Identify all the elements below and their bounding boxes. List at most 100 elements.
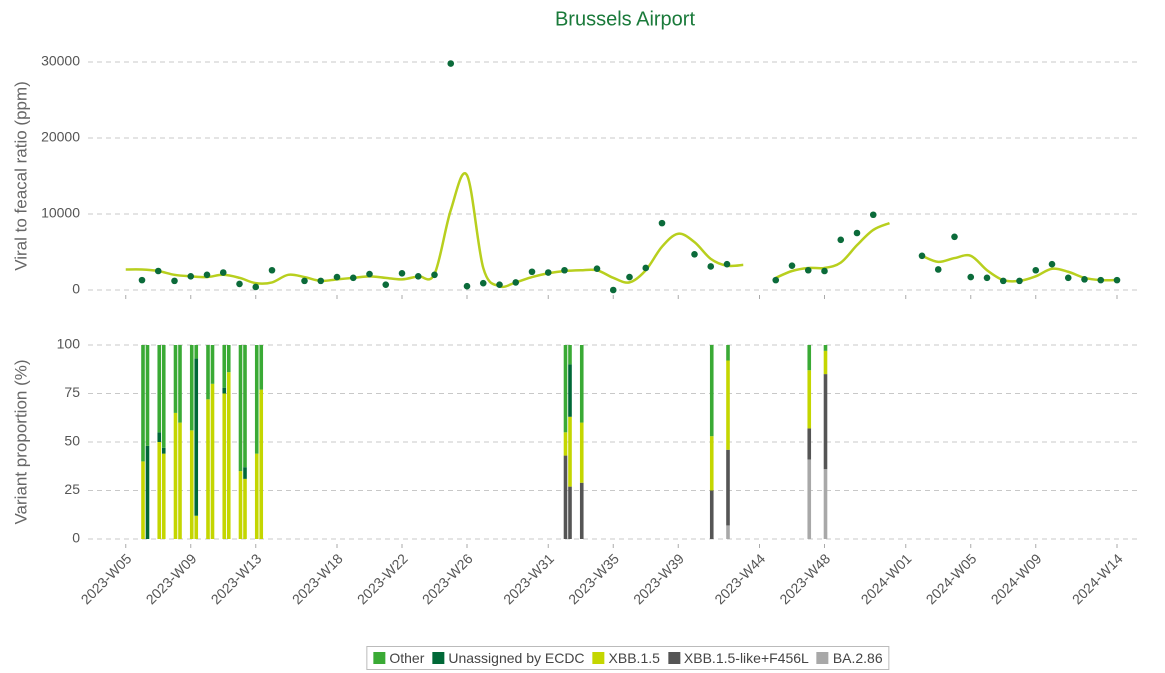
legend: Other Unassigned by ECDC XBB.1.5 XBB.1.5-li… <box>366 646 890 670</box>
data-point <box>918 252 926 260</box>
x-tick-label: 2023-W35 <box>565 550 622 607</box>
bar-segment <box>222 387 227 394</box>
bar-segment <box>178 422 182 539</box>
bar-segment <box>173 345 178 413</box>
data-point <box>479 279 487 287</box>
data-point <box>999 277 1007 285</box>
bar-segment <box>178 345 182 423</box>
data-point <box>333 273 341 281</box>
x-tick-label: 2023-W13 <box>208 550 265 607</box>
data-point <box>804 266 812 274</box>
data-point <box>366 270 373 278</box>
data-point <box>187 273 195 280</box>
data-point <box>382 281 390 288</box>
bar-segment <box>568 345 572 365</box>
bar-segment <box>726 360 730 450</box>
legend-item: Other <box>373 650 424 666</box>
y-tick-label: 50 <box>64 433 80 449</box>
data-point <box>512 279 520 286</box>
legend-label: XBB.1.5 <box>608 650 660 666</box>
legend-swatch <box>432 652 445 664</box>
bar-segment <box>189 430 194 539</box>
data-point <box>967 273 975 281</box>
data-point <box>642 264 650 272</box>
x-tick-label: 2023-W09 <box>143 550 200 607</box>
legend-label: Unassigned by ECDC <box>448 650 585 666</box>
bar-segment <box>194 358 199 516</box>
legend-swatch <box>667 652 680 664</box>
bar-segment <box>709 345 714 437</box>
data-point <box>463 282 471 290</box>
bar-segment <box>254 453 259 539</box>
legend-item: Unassigned by ECDC <box>432 650 585 666</box>
bar-segment <box>243 345 247 468</box>
data-point <box>349 274 357 282</box>
bar-segment <box>807 345 812 371</box>
x-tick-label: 2023-W48 <box>776 550 833 607</box>
bar-segment <box>726 345 730 361</box>
bar-segment <box>210 383 215 539</box>
bar-segment <box>563 432 568 456</box>
legend-label: XBB.1.5-like+F456L <box>683 650 809 666</box>
bar-segment <box>141 461 145 539</box>
y-axis-title: Viral to feacal ratio (ppm) <box>11 81 30 271</box>
bar-segment <box>238 345 243 472</box>
bar-segment <box>161 453 166 539</box>
data-point <box>788 262 796 269</box>
bar-segment <box>243 478 247 539</box>
bar-segment <box>157 432 162 442</box>
x-tick-label: 2024-W09 <box>988 550 1045 607</box>
data-point <box>219 269 227 276</box>
bar-segment <box>206 399 210 539</box>
bar-segment <box>568 416 572 487</box>
x-tick-label: 2023-W22 <box>354 550 411 607</box>
y-tick-label: 75 <box>64 384 80 400</box>
bar-segment <box>206 345 210 400</box>
bar-segment <box>161 345 166 448</box>
y-tick-label: 30000 <box>41 53 80 69</box>
bar-segment <box>189 345 194 431</box>
data-point <box>1016 277 1023 285</box>
data-point <box>691 250 698 258</box>
legend-swatch <box>592 652 605 664</box>
data-point <box>236 280 243 288</box>
x-tick-label: 2024-W14 <box>1069 550 1126 607</box>
data-point <box>853 229 861 237</box>
bar-segment <box>157 345 162 433</box>
bar-segment <box>807 459 812 539</box>
data-point <box>154 267 162 275</box>
data-point <box>398 269 406 277</box>
data-point <box>934 266 942 273</box>
bar-segment <box>157 442 162 539</box>
data-point <box>138 276 146 284</box>
bar-segment <box>226 345 231 373</box>
data-point <box>301 277 308 285</box>
y-tick-label: 100 <box>57 336 81 352</box>
bar-segment <box>823 374 828 470</box>
x-tick-label: 2023-W31 <box>500 550 557 607</box>
bar-segment <box>568 364 572 417</box>
data-point <box>1048 260 1056 268</box>
data-point <box>723 260 731 268</box>
bar-segment <box>823 350 828 375</box>
chart-title: Brussels Airport <box>555 8 695 30</box>
data-point <box>544 269 552 276</box>
bar-segment <box>226 372 231 539</box>
bar-segment <box>579 482 584 539</box>
y-tick-label: 0 <box>72 530 80 546</box>
bar-segment <box>145 345 150 446</box>
bar-segment <box>210 345 215 384</box>
legend-swatch <box>373 652 386 664</box>
bar-segment <box>141 345 145 462</box>
bar-segment <box>563 455 568 539</box>
data-point <box>821 267 828 275</box>
data-point <box>626 273 633 281</box>
x-tick-label: 2023-W26 <box>419 550 476 607</box>
y-tick-label: 25 <box>64 481 80 497</box>
legend-swatch <box>816 652 829 664</box>
bar-segment <box>243 467 247 479</box>
data-point <box>1032 266 1040 274</box>
bar-segment <box>259 345 264 390</box>
legend-item: XBB.1.5-like+F456L <box>667 650 809 666</box>
